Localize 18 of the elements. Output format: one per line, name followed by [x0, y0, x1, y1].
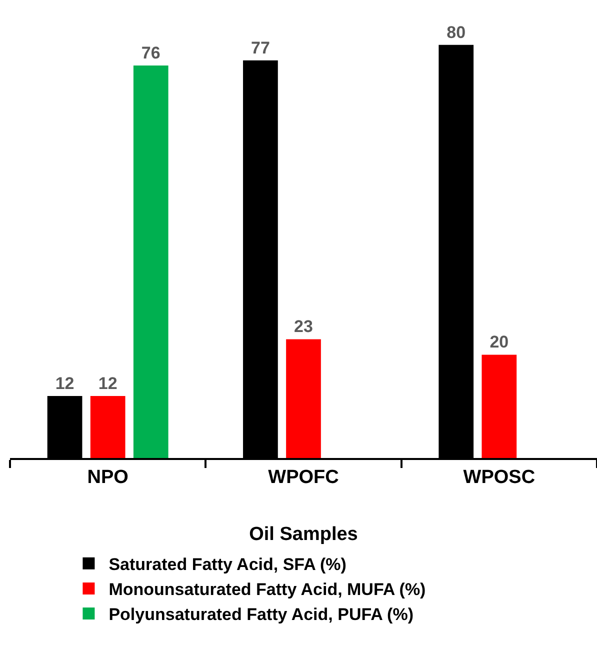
- legend-label: Saturated Fatty Acid, SFA (%): [108, 554, 346, 574]
- data-label: 80: [446, 22, 466, 42]
- data-label: 76: [141, 43, 160, 62]
- bar: [482, 354, 517, 458]
- data-label: 12: [55, 374, 74, 394]
- data-label: 20: [490, 332, 509, 352]
- bar: [90, 396, 126, 458]
- data-label: 12: [98, 374, 118, 394]
- bar: [286, 339, 321, 458]
- data-label: 77: [250, 38, 270, 58]
- x-tick-label: WPOSC: [463, 466, 536, 488]
- legend-label: Polyunsaturated Fatty Acid, PUFA (%): [108, 605, 414, 624]
- x-tick-label: NPO: [87, 466, 128, 488]
- x-tick-label: WPOFC: [268, 466, 340, 488]
- legend-label: Monounsaturated Fatty Acid, MUFA (%): [108, 580, 426, 600]
- data-label: 23: [294, 317, 313, 336]
- bar: [133, 65, 168, 458]
- x-axis-title: Oil Samples: [249, 524, 358, 546]
